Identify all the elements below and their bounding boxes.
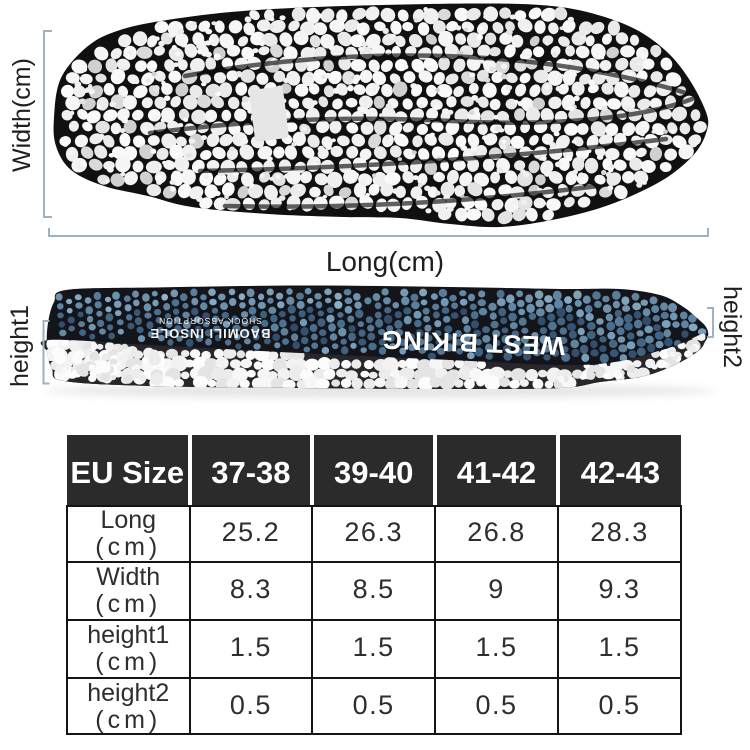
svg-text:Long(cm): Long(cm): [326, 246, 444, 277]
svg-text:Width(cm): Width(cm): [8, 58, 36, 172]
svg-text:WEST BIKING: WEST BIKING: [380, 325, 565, 361]
svg-text:height2: height2: [718, 286, 746, 368]
svg-text:height1: height1: [6, 305, 34, 387]
svg-text:SHOCK ABSORPTION: SHOCK ABSORPTION: [158, 316, 262, 326]
svg-text:BAOMILI INSOLE: BAOMILI INSOLE: [150, 326, 271, 341]
